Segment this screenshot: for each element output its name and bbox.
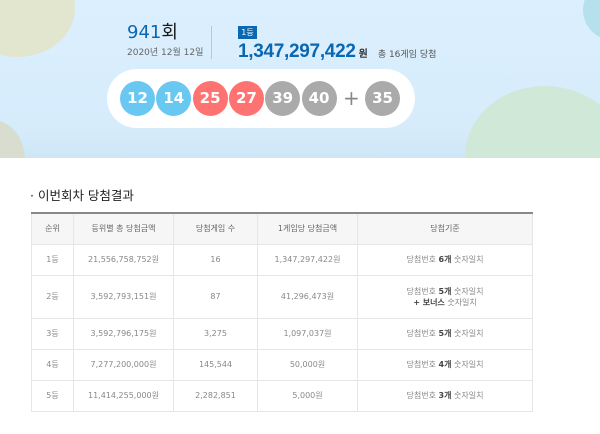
criteria-text: 당첨번호 bbox=[406, 286, 439, 296]
header-criteria: 당첨기준 bbox=[357, 212, 533, 245]
criteria-text: 당첨번호 bbox=[406, 391, 439, 400]
criteria-text: 숫자일치 bbox=[451, 391, 484, 400]
criteria-count: 5개 bbox=[438, 329, 452, 338]
first-prize-amount: 1,347,297,422 bbox=[238, 41, 356, 62]
table-row: 1등 21,556,758,752원 16 1,347,297,422원 당첨번… bbox=[31, 243, 533, 276]
number-ball: 27 bbox=[228, 81, 264, 116]
prize-per-game: 41,296,473원 bbox=[257, 274, 358, 319]
number-ball: 12 bbox=[120, 81, 155, 116]
winner-count: 2,282,851 bbox=[173, 379, 258, 412]
criteria: 당첨번호 3개 숫자일치 bbox=[357, 379, 533, 412]
total-prize: 11,414,255,000원 bbox=[73, 379, 174, 412]
total-prize: 3,592,796,175원 bbox=[73, 317, 174, 350]
rank-badge: 1등 bbox=[238, 26, 257, 39]
round-title: 941회 bbox=[127, 22, 178, 44]
winner-count: 3,275 bbox=[173, 317, 258, 350]
criteria-count: 5개 bbox=[438, 286, 452, 296]
winner-count: 16 bbox=[173, 243, 258, 276]
criteria: 당첨번호 6개 숫자일치 bbox=[357, 243, 533, 276]
criteria: 당첨번호 5개 숫자일치 + 보너스 숫자일치 bbox=[357, 274, 533, 319]
rank: 1등 bbox=[31, 243, 74, 276]
criteria-count: 6개 bbox=[438, 255, 452, 264]
criteria-text: 숫자일치 bbox=[444, 297, 477, 307]
decorative-circle bbox=[465, 86, 600, 158]
currency: 원 bbox=[358, 49, 368, 60]
prize-per-game: 5,000원 bbox=[257, 379, 358, 412]
criteria: 당첨번호 4개 숫자일치 bbox=[357, 348, 533, 381]
first-prize-row: 1,347,297,422 원 총 16게임 당첨 bbox=[238, 41, 436, 66]
criteria-count: 4개 bbox=[438, 360, 452, 369]
criteria-text: 숫자일치 bbox=[451, 255, 484, 264]
criteria: 당첨번호 5개 숫자일치 bbox=[357, 317, 533, 350]
rank: 5등 bbox=[31, 379, 74, 412]
table-row: 4등 7,277,200,000원 145,544 50,000원 당첨번호 4… bbox=[31, 348, 533, 381]
total-prize: 7,277,200,000원 bbox=[73, 348, 174, 381]
total-prize: 3,592,793,151원 bbox=[73, 274, 174, 319]
decorative-circle bbox=[0, 120, 25, 158]
table-row: 5등 11,414,255,000원 2,282,851 5,000원 당첨번호… bbox=[31, 379, 533, 412]
criteria-text: 숫자일치 bbox=[451, 329, 484, 338]
prize-per-game: 1,347,297,422원 bbox=[257, 243, 358, 276]
criteria-count: 3개 bbox=[438, 391, 452, 400]
table-row: 2등 3,592,793,151원 87 41,296,473원 당첨번호 5개… bbox=[31, 274, 533, 319]
decorative-circle bbox=[0, 0, 75, 57]
number-ball: 40 bbox=[301, 81, 337, 116]
criteria-text: 당첨번호 bbox=[406, 329, 439, 338]
prize-table: 순위 등위별 총 당첨금액 당첨게임 수 1게임당 당첨금액 당첨기준 1등 2… bbox=[31, 212, 533, 412]
total-prize: 21,556,758,752원 bbox=[73, 243, 174, 276]
round-number: 941 bbox=[127, 22, 162, 43]
rank: 3등 bbox=[31, 317, 74, 350]
bonus-ball: 35 bbox=[365, 81, 400, 116]
criteria-text: 숫자일치 bbox=[451, 286, 484, 296]
number-ball: 25 bbox=[192, 81, 228, 116]
rank: 4등 bbox=[31, 348, 74, 381]
criteria-text: 숫자일치 bbox=[451, 360, 484, 369]
header-rank: 순위 bbox=[31, 212, 74, 245]
table-row: 3등 3,592,796,175원 3,275 1,097,037원 당첨번호 … bbox=[31, 317, 533, 350]
winners-count: 총 16게임 당첨 bbox=[377, 50, 437, 60]
number-ball: 14 bbox=[156, 81, 192, 116]
criteria-text: 당첨번호 bbox=[406, 360, 439, 369]
number-ball: 39 bbox=[265, 81, 301, 116]
header-count: 당첨게임 수 bbox=[173, 212, 258, 245]
header-total: 등위별 총 당첨금액 bbox=[73, 212, 174, 245]
prize-per-game: 50,000원 bbox=[257, 348, 358, 381]
rank: 2등 bbox=[31, 274, 74, 319]
header-per-game: 1게임당 당첨금액 bbox=[257, 212, 358, 245]
divider bbox=[211, 26, 212, 59]
winner-count: 87 bbox=[173, 274, 258, 319]
round-suffix: 회 bbox=[161, 22, 178, 43]
draw-result-banner: 941회 2020년 12월 12일 1등 1,347,297,422 원 총 … bbox=[0, 0, 600, 158]
criteria-text: 당첨번호 bbox=[406, 255, 439, 264]
section-title: · 이번회차 당첨결과 bbox=[30, 188, 134, 203]
prize-per-game: 1,097,037원 bbox=[257, 317, 358, 350]
winner-count: 145,544 bbox=[173, 348, 258, 381]
bonus-label: + 보너스 bbox=[413, 297, 445, 307]
draw-date: 2020년 12월 12일 bbox=[127, 48, 204, 58]
plus-sign: + bbox=[343, 86, 360, 110]
decorative-circle bbox=[583, 0, 600, 40]
